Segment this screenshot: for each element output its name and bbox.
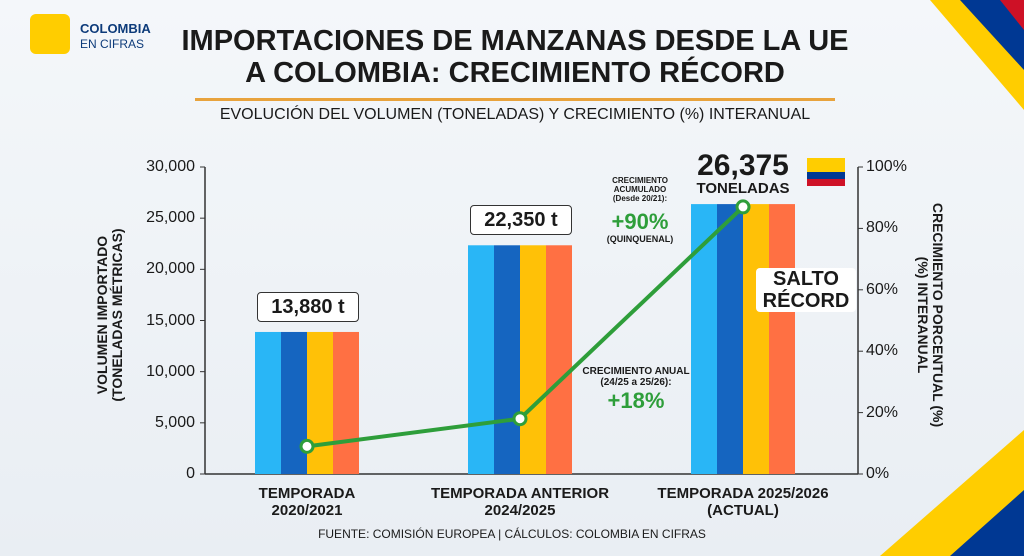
annotation: CRECIMIENTO ANUAL (24/25 a 25/26):: [582, 366, 690, 388]
x-tick-label: TEMPORADA ANTERIOR 2024/2025: [430, 485, 610, 519]
y-axis-label: VOLUMEN IMPORTADO (TONELADAS MÉTRICAS): [94, 228, 126, 402]
annotation: TONELADAS: [696, 180, 790, 197]
bar: [691, 204, 795, 475]
annotation: +90%: [611, 209, 669, 234]
y-tick-label: 5,000: [154, 413, 195, 431]
annotation: CRECIMIENTO ACUMULADO (Desde 20/21):: [612, 176, 668, 203]
flag-corner: [950, 490, 1024, 556]
y2-tick-label: 40%: [866, 342, 899, 360]
y-tick-label: 20,000: [146, 260, 195, 278]
logo-icon: [30, 14, 70, 54]
annotation: (QUINQUENAL): [606, 234, 674, 244]
y-tick-label: 10,000: [146, 362, 195, 380]
y-tick-label: 0: [186, 465, 195, 482]
chart-title: IMPORTACIONES DE MANZANAS DESDE LA UE A …: [181, 25, 849, 89]
logo-tagline: EN CIFRAS: [80, 37, 145, 51]
logo-name: COLOMBIA: [80, 21, 151, 36]
y-tick-label: 30,000: [146, 158, 195, 175]
flag-corner: [1000, 0, 1024, 30]
line-marker: [299, 438, 315, 454]
x-tick-label: TEMPORADA 2020/2021: [258, 485, 356, 519]
chart-subtitle: EVOLUCIÓN DEL VOLUMEN (TONELADAS) Y CREC…: [219, 106, 811, 123]
line-marker: [512, 411, 528, 427]
x-tick-label: TEMPORADA 2025/2026 (ACTUAL): [657, 485, 829, 519]
y2-tick-label: 100%: [866, 158, 907, 175]
annotation: SALTO RÉCORD: [756, 268, 856, 312]
value-label: 26,375: [697, 149, 789, 183]
annotation: +18%: [607, 388, 665, 413]
flag-icon: [807, 179, 845, 186]
flag-icon: [807, 172, 845, 179]
value-label: 22,350 t: [470, 205, 572, 236]
bar: [468, 245, 572, 474]
y2-tick-label: 60%: [866, 280, 899, 298]
y2-axis-label: CRECIMIENTO PORCENTUAL (%) (%) INTERANUA…: [914, 202, 946, 428]
value-label: 13,880 t: [257, 291, 359, 322]
source: FUENTE: COMISIÓN EUROPEA | CÁLCULOS: COL…: [318, 527, 706, 541]
y2-tick-label: 80%: [866, 219, 899, 237]
line-marker: [735, 199, 751, 215]
y-tick-label: 15,000: [146, 311, 195, 329]
divider: [195, 98, 835, 101]
y2-tick-label: 0%: [866, 465, 890, 482]
y-tick-label: 25,000: [146, 209, 195, 227]
flag-icon: [807, 158, 845, 172]
flag-corner: [960, 0, 1024, 70]
y2-tick-label: 20%: [866, 403, 899, 421]
